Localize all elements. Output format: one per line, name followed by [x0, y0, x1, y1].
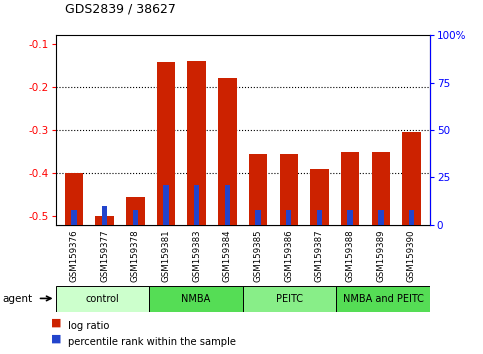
Text: GSM159383: GSM159383 [192, 230, 201, 282]
Bar [249, 154, 267, 225]
Bar [194, 185, 199, 225]
Bar [225, 185, 230, 225]
Text: NMBA and PEITC: NMBA and PEITC [342, 294, 424, 304]
Bar [336, 286, 430, 312]
Text: GSM159385: GSM159385 [254, 230, 263, 282]
Bar [126, 197, 144, 225]
Bar [402, 132, 421, 225]
Bar [286, 210, 292, 225]
Text: GSM159389: GSM159389 [376, 230, 385, 282]
Bar [256, 210, 261, 225]
Bar [378, 210, 384, 225]
Bar [96, 216, 114, 225]
Text: GSM159377: GSM159377 [100, 230, 109, 282]
Text: GSM159381: GSM159381 [161, 230, 170, 282]
Bar [149, 286, 242, 312]
Text: GSM159387: GSM159387 [315, 230, 324, 282]
Bar [102, 206, 107, 225]
Bar [187, 61, 206, 225]
Text: GSM159378: GSM159378 [131, 230, 140, 282]
Bar [242, 286, 336, 312]
Bar [310, 169, 328, 225]
Bar [132, 210, 138, 225]
Text: percentile rank within the sample: percentile rank within the sample [68, 337, 236, 347]
Bar [371, 153, 390, 225]
Bar [218, 78, 237, 225]
Bar [56, 286, 149, 312]
Bar [347, 210, 353, 225]
Text: agent: agent [2, 294, 32, 304]
Text: GDS2839 / 38627: GDS2839 / 38627 [65, 3, 176, 16]
Bar [157, 62, 175, 225]
Text: ■: ■ [51, 333, 61, 344]
Text: ■: ■ [51, 318, 61, 328]
Text: log ratio: log ratio [68, 321, 109, 331]
Text: GSM159390: GSM159390 [407, 230, 416, 282]
Text: GSM159388: GSM159388 [346, 230, 355, 282]
Text: GSM159376: GSM159376 [70, 230, 78, 282]
Text: GSM159386: GSM159386 [284, 230, 293, 282]
Text: PEITC: PEITC [276, 294, 303, 304]
Bar [65, 173, 83, 225]
Bar [317, 210, 322, 225]
Bar [341, 153, 359, 225]
Text: GSM159384: GSM159384 [223, 230, 232, 282]
Bar [409, 210, 414, 225]
Text: control: control [85, 294, 119, 304]
Text: NMBA: NMBA [181, 294, 211, 304]
Bar [71, 210, 77, 225]
Bar [280, 154, 298, 225]
Bar [163, 185, 169, 225]
